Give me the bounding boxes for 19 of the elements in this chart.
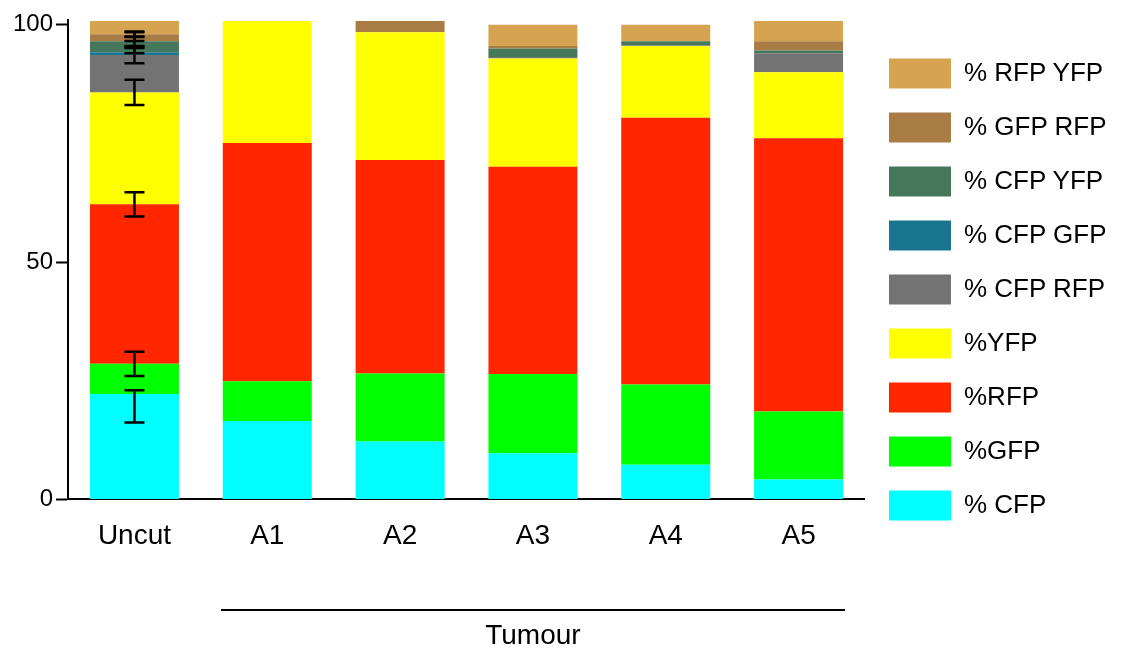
- legend-label: % CFP YFP: [963, 164, 1104, 195]
- legend-label: % CFP GFP: [963, 218, 1107, 249]
- x-tick-label: A2: [382, 518, 418, 550]
- legend-label: % RFP YFP: [963, 56, 1104, 87]
- x-tick-label: Uncut: [97, 518, 172, 550]
- legend-label: %RFP: [963, 380, 1040, 411]
- legend-label: % CFP RFP: [963, 272, 1106, 303]
- x-tick-label: A3: [515, 518, 551, 550]
- y-tick-label: 0: [39, 484, 54, 512]
- text: Tumour: [484, 619, 582, 651]
- x-tick-label: A5: [781, 518, 816, 550]
- y-tick-label: 100: [13, 9, 54, 37]
- legend-label: % CFP: [963, 488, 1047, 519]
- x-tick-label: A1: [250, 518, 285, 550]
- x-tick-label: A4: [648, 518, 683, 550]
- legend-label: %GFP: [963, 434, 1041, 465]
- legend-label: % GFP RFP: [963, 110, 1107, 141]
- legend-label: %YFP: [963, 326, 1038, 357]
- y-tick-label: 50: [26, 246, 54, 274]
